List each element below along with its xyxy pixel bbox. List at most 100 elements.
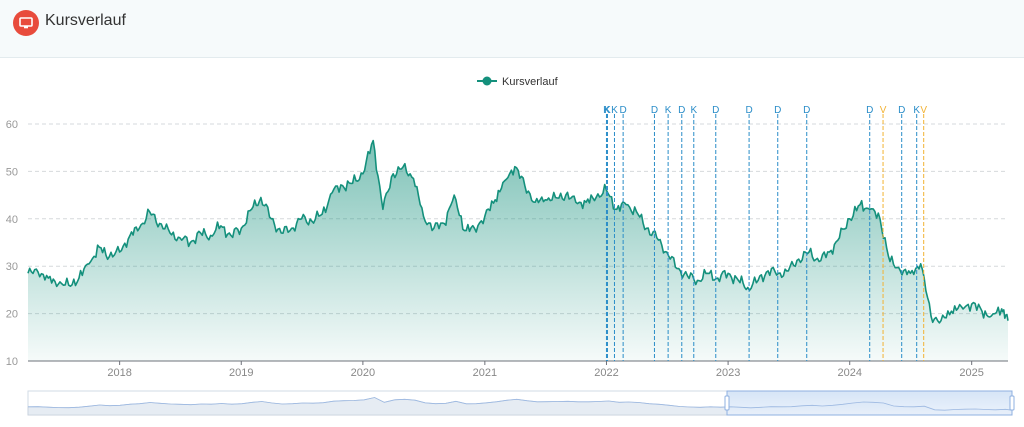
y-tick-label: 60 (6, 119, 18, 131)
data-point (301, 218, 303, 220)
data-point (270, 218, 272, 220)
data-point (920, 263, 922, 265)
data-point (240, 227, 242, 229)
data-point (717, 277, 719, 279)
data-point (666, 251, 668, 253)
x-tick-label: 2021 (473, 367, 497, 379)
panel-header: Kursverlauf (0, 0, 1024, 58)
data-point (200, 232, 202, 234)
data-point (616, 208, 618, 210)
event-label-K[interactable]: K (603, 105, 610, 116)
data-point (960, 305, 962, 307)
data-point (382, 208, 384, 210)
event-label-K[interactable]: K (665, 105, 672, 116)
event-label-K[interactable]: K (690, 105, 697, 116)
zoom-handle-right[interactable] (1009, 395, 1015, 411)
data-point (1001, 308, 1003, 310)
panel-title: Kursverlauf (45, 12, 126, 29)
x-tick-label: 2020 (351, 367, 375, 379)
data-point (138, 227, 140, 229)
data-point (859, 204, 861, 206)
event-label-K[interactable]: K (913, 105, 920, 116)
y-tick-label: 50 (6, 166, 18, 178)
data-point (676, 268, 678, 270)
data-point (474, 227, 476, 229)
data-point (280, 232, 282, 234)
event-label-D[interactable]: D (866, 105, 873, 116)
data-point (524, 185, 526, 187)
data-point (291, 227, 293, 229)
data-point (98, 246, 100, 248)
event-label-K[interactable]: K (604, 105, 611, 116)
data-point (767, 270, 769, 272)
event-label-D[interactable]: D (745, 105, 752, 116)
data-point (372, 140, 374, 142)
data-point (565, 194, 567, 196)
data-point (554, 196, 556, 198)
data-point (47, 277, 49, 279)
x-tick-label: 2025 (959, 367, 983, 379)
data-point (68, 284, 70, 286)
monitor-icon (13, 10, 39, 36)
data-point (575, 201, 577, 203)
event-label-D[interactable]: D (803, 105, 810, 116)
legend-marker[interactable] (482, 76, 492, 86)
data-point (727, 272, 729, 274)
event-label-D[interactable]: D (620, 105, 627, 116)
data-point (798, 258, 800, 260)
price-chart: 10 20 30 40 50 60 2018 2019 2020 2021 2022 2023 2024… (6, 76, 1015, 416)
data-point (899, 270, 901, 272)
x-tick-label: 2022 (594, 367, 618, 379)
event-label-D[interactable]: D (898, 105, 905, 116)
data-point (119, 251, 121, 253)
data-point (940, 320, 942, 322)
data-point (464, 230, 466, 232)
legend-label[interactable]: Kursverlauf (502, 76, 559, 88)
data-point (595, 196, 597, 198)
data-point (433, 227, 435, 229)
data-point (362, 173, 364, 175)
data-point (808, 251, 810, 253)
data-point (635, 211, 637, 213)
event-label-D[interactable]: D (712, 105, 719, 116)
data-point (514, 166, 516, 168)
series-area (28, 140, 1008, 361)
data-point (260, 196, 262, 198)
data-point (423, 215, 425, 217)
y-tick-label: 40 (6, 214, 18, 226)
data-point (331, 192, 333, 194)
y-tick-label: 10 (6, 356, 18, 368)
data-point (950, 310, 952, 312)
data-point (27, 272, 29, 274)
data-point (747, 287, 749, 289)
zoom-handle-left[interactable] (724, 395, 730, 411)
data-point (585, 201, 587, 203)
data-point (909, 272, 911, 274)
series-line (27, 139, 1009, 324)
event-label-V[interactable]: V (920, 105, 927, 116)
data-point (352, 182, 354, 184)
data-point (707, 272, 709, 274)
data-point (504, 180, 506, 182)
data-point (686, 275, 688, 277)
data-point (342, 185, 344, 187)
event-label-D[interactable]: D (651, 105, 658, 116)
zoom-selection[interactable] (726, 390, 1013, 416)
event-label-K[interactable]: K (611, 105, 618, 116)
data-point (981, 310, 983, 312)
event-label-D[interactable]: D (678, 105, 685, 116)
data-point (220, 225, 222, 227)
data-point (413, 178, 415, 180)
data-point (453, 194, 455, 196)
data-point (402, 166, 404, 168)
event-label-D[interactable]: D (774, 105, 781, 116)
y-tick-label: 20 (6, 309, 18, 321)
data-point (443, 223, 445, 225)
event-label-V[interactable]: V (880, 105, 887, 116)
data-point (169, 232, 171, 234)
data-point (189, 242, 191, 244)
data-point (494, 199, 496, 201)
data-point (179, 237, 181, 239)
data-point (879, 218, 881, 220)
data-point (484, 215, 486, 217)
